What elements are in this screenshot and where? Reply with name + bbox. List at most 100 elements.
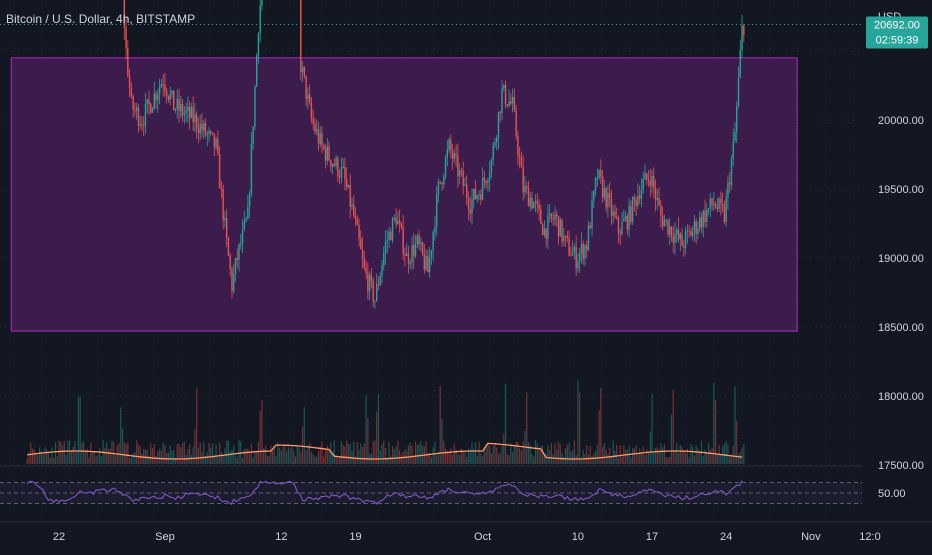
- volume-bar: [143, 449, 145, 464]
- candle-body: [451, 151, 454, 159]
- volume-bar: [121, 428, 124, 464]
- time-tick-label: Nov: [801, 531, 821, 543]
- candle-body: [312, 118, 314, 124]
- candle-body: [513, 96, 516, 111]
- volume-bar: [736, 420, 738, 464]
- candle-body: [571, 251, 574, 256]
- candle-body: [324, 148, 327, 161]
- candle-body: [693, 221, 696, 231]
- range-zone[interactable]: [10, 57, 798, 332]
- volume-bar: [510, 443, 512, 464]
- volume-bar: [466, 457, 468, 464]
- candle-body: [178, 99, 180, 111]
- candle-body: [420, 242, 422, 245]
- volume-bar: [602, 447, 604, 464]
- candle-body: [575, 246, 577, 269]
- volume-bar: [234, 455, 237, 464]
- volume-bar: [174, 457, 177, 464]
- volume-bar: [451, 454, 454, 464]
- candle-body: [335, 158, 337, 166]
- candle-body: [427, 256, 429, 273]
- candle-body: [351, 204, 353, 207]
- last-price-text: 20692.00: [874, 19, 920, 31]
- candle-body: [370, 275, 373, 281]
- volume-bar: [282, 446, 284, 464]
- volume-bar: [603, 442, 605, 464]
- candle-body: [222, 188, 224, 221]
- volume-bar: [658, 449, 660, 464]
- candle-body: [345, 179, 348, 188]
- volume-bar: [196, 388, 198, 464]
- candle-body: [190, 107, 193, 118]
- candle-body: [476, 195, 479, 199]
- candle-body: [518, 155, 521, 159]
- volume-ma-line: [27, 442, 743, 460]
- volume-bar: [211, 443, 214, 464]
- time-axis[interactable]: 22 Sep 12 19 Oct 10 17 24 Nov 12:0: [0, 521, 932, 550]
- volume-bar: [219, 442, 221, 464]
- candle-body: [458, 170, 461, 177]
- candle-body: [376, 283, 378, 301]
- candle-body: [165, 90, 168, 97]
- volume-bar: [33, 449, 35, 464]
- volume-bar: [65, 454, 67, 464]
- volume-bar: [743, 443, 745, 464]
- candle-body: [469, 208, 471, 214]
- volume-bar: [180, 446, 182, 464]
- candle-body: [254, 86, 256, 127]
- candle-body: [210, 131, 212, 133]
- volume-bar: [460, 448, 463, 464]
- volume-bar: [86, 448, 88, 464]
- volume-bar: [44, 447, 46, 464]
- volume-bar: [490, 453, 493, 464]
- volume-bar: [683, 451, 685, 464]
- candle-body: [683, 246, 685, 248]
- candle-body: [605, 188, 607, 208]
- candle-body: [379, 275, 381, 286]
- candle-body: [199, 123, 201, 134]
- volume-bar: [677, 453, 680, 464]
- volume-bar: [300, 451, 302, 464]
- volume-bar: [38, 447, 41, 464]
- volume-bar: [291, 445, 293, 464]
- volume-bar: [197, 447, 200, 464]
- candle-body: [448, 139, 450, 150]
- volume-bar: [441, 418, 443, 464]
- candle-body: [347, 184, 350, 188]
- candle-body: [702, 210, 704, 228]
- candle-body: [550, 213, 553, 219]
- candle-body: [247, 206, 249, 219]
- volume-bar: [381, 444, 383, 464]
- volume-bar: [365, 395, 367, 464]
- volume-bar: [614, 450, 616, 464]
- candle-body: [388, 231, 390, 241]
- volume-bar: [485, 444, 487, 464]
- candle-body: [358, 224, 360, 239]
- volume-bar: [714, 399, 717, 464]
- volume-bar: [706, 452, 708, 464]
- volume-bar: [309, 442, 311, 464]
- volume-bar: [222, 454, 224, 464]
- candle-body: [677, 229, 680, 240]
- volume-bar: [573, 440, 575, 464]
- candle-body: [536, 201, 539, 205]
- candle-body: [467, 198, 470, 209]
- candle-body: [123, 0, 126, 28]
- candle-body: [540, 209, 542, 224]
- volume-bar: [40, 451, 42, 464]
- volume-bar: [273, 447, 275, 464]
- volume-bar: [667, 457, 669, 464]
- range-zone-box[interactable]: [10, 57, 798, 332]
- last-price-badge: [866, 16, 928, 49]
- volume-bar: [418, 444, 420, 464]
- candle-body: [515, 110, 517, 137]
- candle-body: [672, 236, 674, 243]
- price-axis[interactable]: USD23000.0022500.0022000.0021500.0021000…: [862, 0, 932, 550]
- volume-bar: [720, 454, 722, 464]
- volume-bar: [639, 447, 641, 464]
- volume-bar: [716, 453, 718, 464]
- candle-body: [580, 243, 583, 253]
- candle-body: [543, 228, 546, 235]
